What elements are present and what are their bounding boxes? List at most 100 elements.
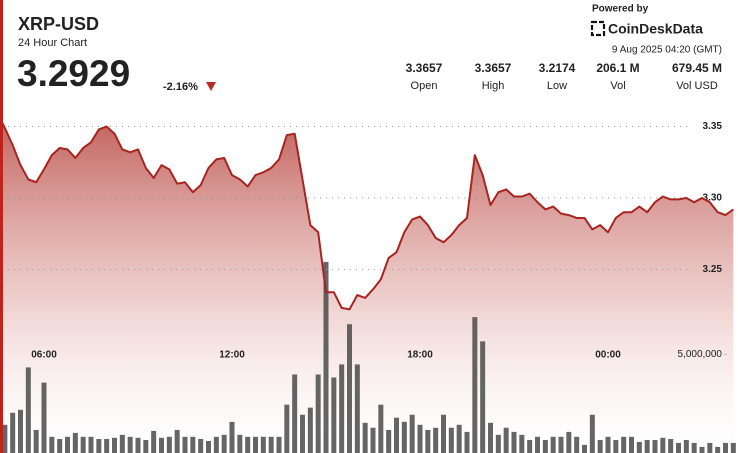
volume-bar bbox=[331, 377, 337, 453]
volume-bar bbox=[33, 429, 39, 453]
volume-bar bbox=[182, 436, 188, 453]
volume-bar bbox=[511, 431, 517, 453]
volume-bar bbox=[441, 414, 446, 453]
volume-bar bbox=[323, 261, 329, 453]
volume-bar bbox=[660, 437, 666, 453]
volume-bar bbox=[104, 438, 110, 453]
stat-label: High bbox=[482, 80, 505, 92]
volume-bar bbox=[542, 439, 548, 453]
volume-bar bbox=[151, 430, 157, 453]
volume-bar bbox=[57, 438, 63, 453]
volume-bar bbox=[488, 422, 493, 453]
volume-bar bbox=[88, 436, 94, 453]
volume-bar bbox=[621, 436, 627, 453]
volume-bar bbox=[292, 374, 298, 453]
volume-bar bbox=[605, 436, 611, 453]
volume-bar bbox=[574, 436, 580, 453]
y-tick-label: 3.35 bbox=[703, 121, 723, 132]
volume-bar bbox=[159, 437, 164, 453]
volume-bar bbox=[237, 434, 243, 453]
volume-bar bbox=[166, 436, 172, 453]
volume-bar bbox=[535, 436, 540, 453]
volume-bar bbox=[245, 436, 251, 453]
volume-bar bbox=[425, 429, 431, 453]
volume-bar bbox=[636, 441, 642, 453]
volume-bar bbox=[417, 424, 423, 453]
subtitle: 24 Hour Chart bbox=[18, 37, 87, 49]
volume-bar bbox=[401, 421, 407, 453]
price-area bbox=[0, 118, 734, 453]
volume-bar bbox=[723, 442, 728, 453]
volume-bar bbox=[597, 439, 603, 453]
stat-label: Vol USD bbox=[676, 80, 718, 92]
volume-bar bbox=[260, 436, 266, 453]
volume-bar bbox=[2, 424, 8, 453]
volume-bar bbox=[10, 412, 16, 453]
volume-bar bbox=[80, 436, 86, 453]
volume-bar bbox=[49, 436, 55, 453]
volume-bar bbox=[213, 436, 219, 453]
x-tick-label: 12:00 bbox=[219, 350, 245, 361]
volume-bar bbox=[96, 438, 102, 453]
plot-area: 3.25 3.30 3.35 5,000,000 06:00 12:00 18:00 00:0… bbox=[0, 116, 736, 453]
stat-value: 3.3657 bbox=[406, 61, 443, 75]
stat-value: 3.3657 bbox=[475, 61, 512, 75]
accent-bar bbox=[0, 0, 3, 453]
volume-bar bbox=[206, 440, 211, 453]
stat-label: Low bbox=[547, 80, 567, 92]
volume-bar bbox=[495, 434, 501, 453]
stat-label: Open bbox=[411, 80, 438, 92]
volume-bar bbox=[480, 341, 486, 453]
volume-bar bbox=[307, 407, 313, 453]
volume-bar bbox=[394, 417, 399, 453]
x-tick-label: 06:00 bbox=[31, 350, 57, 361]
volume-bar bbox=[315, 374, 321, 453]
volume-bar bbox=[229, 421, 235, 453]
volume-bar bbox=[25, 367, 31, 453]
volume-bar bbox=[691, 442, 697, 453]
x-tick-label: 18:00 bbox=[407, 350, 433, 361]
volume-bar bbox=[527, 439, 533, 453]
y-tick-label: 3.25 bbox=[703, 264, 723, 275]
down-arrow bbox=[206, 82, 216, 91]
volume-bar bbox=[448, 427, 454, 453]
volume-bar bbox=[143, 439, 149, 453]
volume-bar bbox=[589, 414, 595, 453]
symbol: XRP-USD bbox=[18, 14, 99, 34]
volume-bar bbox=[18, 409, 23, 453]
volume-bar bbox=[683, 439, 689, 453]
volume-bar bbox=[519, 434, 525, 453]
volume-bar bbox=[268, 436, 274, 453]
volume-bar bbox=[472, 317, 478, 453]
powered-by: Powered by bbox=[592, 4, 649, 15]
volume-bar bbox=[582, 444, 587, 453]
volume-bar bbox=[629, 436, 634, 453]
volume-bar bbox=[253, 436, 258, 453]
volume-bar bbox=[433, 427, 439, 453]
volume-bar bbox=[198, 438, 204, 453]
volume-bar bbox=[613, 439, 619, 453]
volume-bar bbox=[503, 427, 509, 453]
volume-bar bbox=[715, 446, 721, 453]
y-tick-label: 3.30 bbox=[703, 193, 723, 204]
y2-tick-label: 5,000,000 bbox=[678, 349, 723, 360]
x-tick-label: 00:00 bbox=[595, 350, 621, 361]
volume-bar bbox=[112, 437, 117, 453]
timestamp: 9 Aug 2025 04:20 (GMT) bbox=[612, 45, 722, 56]
volume-bar bbox=[135, 437, 141, 453]
volume-bar bbox=[668, 438, 674, 453]
volume-bar bbox=[276, 436, 282, 453]
change: -2.16% bbox=[163, 81, 198, 93]
volume-bar bbox=[284, 404, 290, 453]
volume-bar bbox=[699, 446, 705, 453]
stat-value: 3.2174 bbox=[539, 61, 576, 75]
volume-bar bbox=[378, 404, 384, 453]
volume-bar bbox=[347, 324, 352, 453]
volume-bar bbox=[652, 439, 658, 453]
volume-bar bbox=[300, 414, 305, 453]
volume-bar bbox=[127, 436, 133, 453]
brand-logo: CoinDeskData bbox=[590, 21, 703, 37]
price-line bbox=[0, 116, 734, 311]
volume-bar bbox=[464, 431, 470, 453]
price: 3.2929 bbox=[17, 53, 130, 94]
